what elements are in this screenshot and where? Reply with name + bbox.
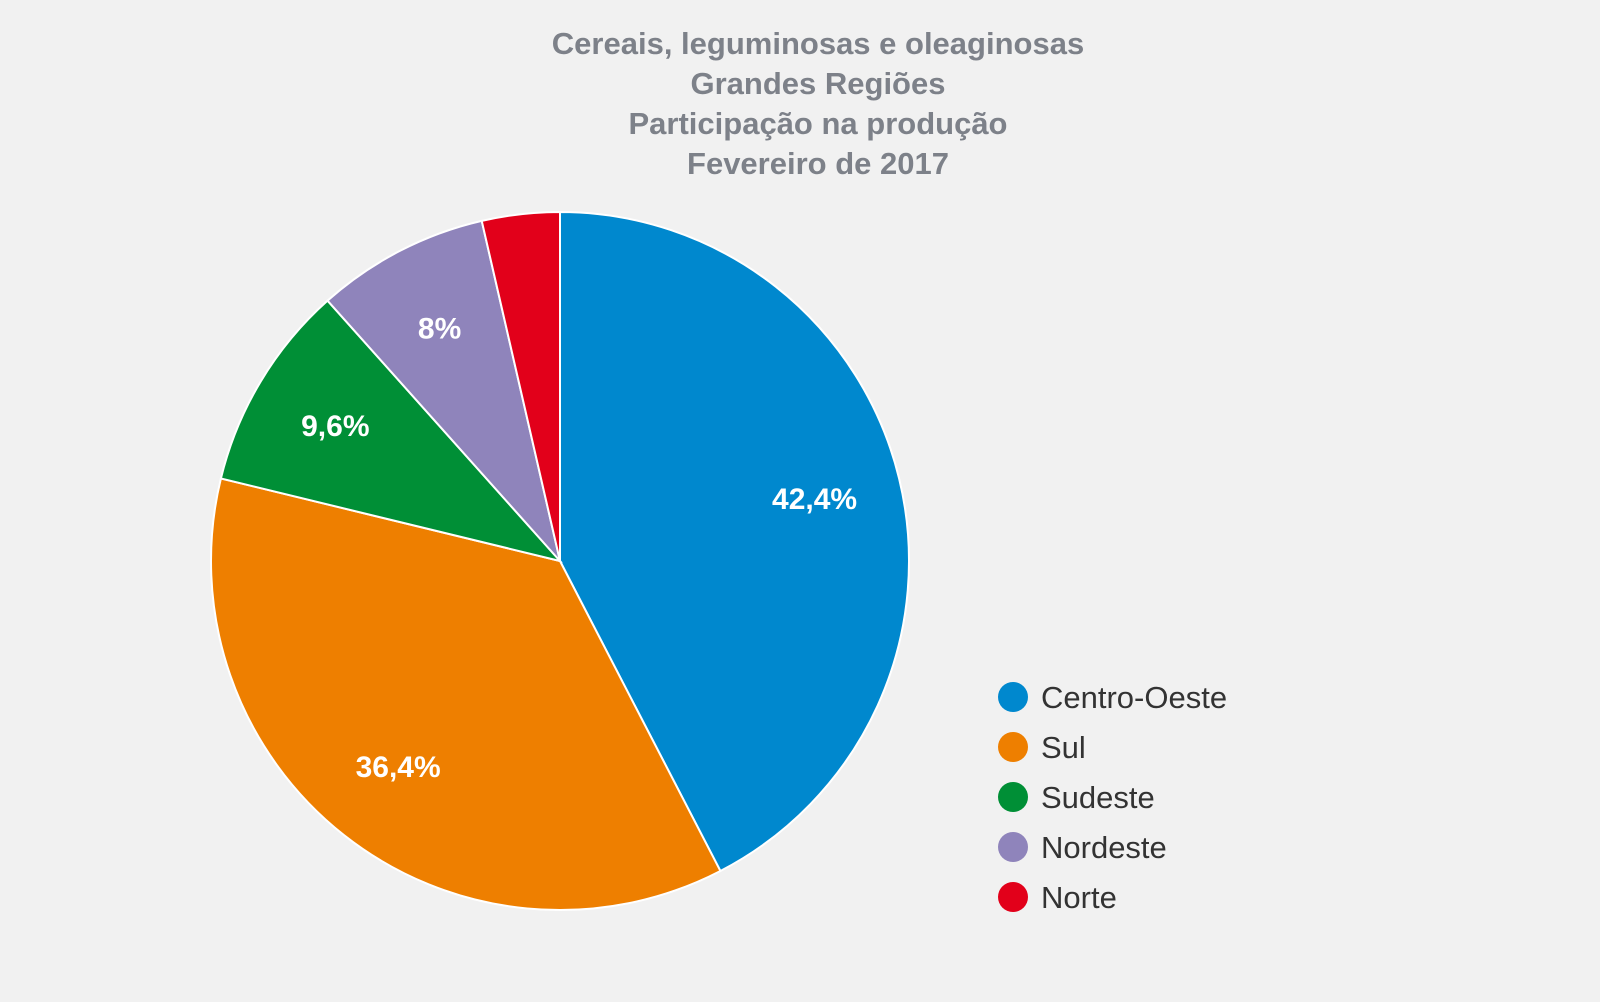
pie-slices — [210, 210, 910, 911]
legend-marker — [998, 782, 1028, 812]
legend-marker — [998, 832, 1028, 862]
legend-marker — [998, 732, 1028, 762]
legend-label: Sudeste — [1041, 780, 1155, 815]
chart-title-line-2: Grandes Regiões — [691, 66, 946, 101]
legend-marker — [998, 882, 1028, 912]
pie-slice-centro-oeste — [559, 210, 910, 873]
legend-marker — [998, 682, 1028, 712]
legend-item-norte[interactable]: Norte — [998, 880, 1117, 915]
legend-label: Norte — [1041, 880, 1117, 915]
slice-label-sudeste: 9,6% — [301, 410, 369, 443]
chart-title-line-3: Participação na produção — [629, 106, 1008, 141]
pie-slice-norte — [480, 210, 561, 562]
legend-item-sul[interactable]: Sul — [998, 730, 1086, 765]
chart-title: Cereais, leguminosas e oleaginosas Grand… — [552, 26, 1084, 181]
legend-item-sudeste[interactable]: Sudeste — [998, 780, 1155, 815]
legend-item-centro-oeste[interactable]: Centro-Oeste — [998, 680, 1227, 715]
chart-title-line-4: Fevereiro de 2017 — [687, 146, 949, 181]
legend: Centro-Oeste Sul Sudeste Nordeste Norte — [998, 680, 1227, 915]
legend-label: Sul — [1041, 730, 1086, 765]
legend-item-nordeste[interactable]: Nordeste — [998, 830, 1167, 865]
slice-label-nordeste: 8% — [418, 312, 461, 345]
legend-label: Nordeste — [1041, 830, 1167, 865]
legend-label: Centro-Oeste — [1041, 680, 1227, 715]
pie-slice-sudeste — [219, 299, 563, 563]
pie-slice-nordeste — [326, 219, 561, 562]
pie-slice-labels: 42,4% 36,4% 9,6% 8% — [301, 312, 857, 784]
chart-title-line-1: Cereais, leguminosas e oleaginosas — [552, 26, 1084, 61]
pie-slice-sul — [210, 477, 722, 911]
slice-label-sul: 36,4% — [356, 751, 441, 784]
slice-label-centro-oeste: 42,4% — [772, 483, 857, 516]
